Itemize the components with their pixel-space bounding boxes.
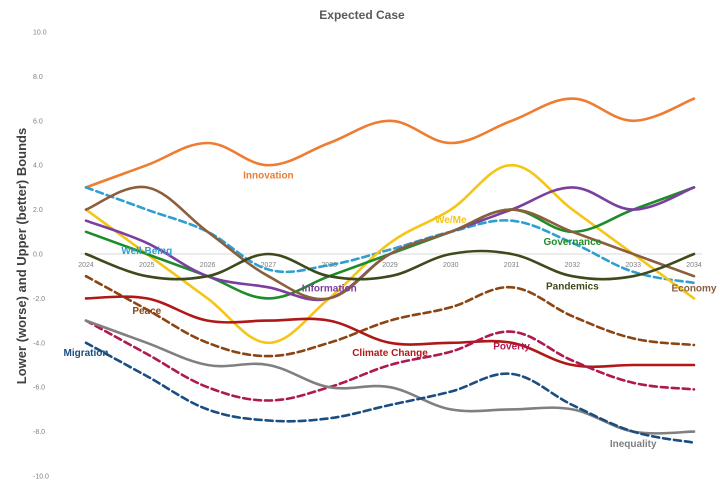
series-line-innovation <box>84 97 696 189</box>
x-tick-label: 2026 <box>200 262 216 269</box>
y-tick-label: 4.0 <box>33 163 43 170</box>
x-tick-label: 2033 <box>625 262 641 269</box>
y-axis-label: Lower (worse) and Upper (better) Bounds <box>14 128 29 384</box>
x-tick-label: 2034 <box>686 262 702 269</box>
x-tick-label: 2025 <box>139 262 155 269</box>
series-line-inequality <box>84 319 696 435</box>
chart-title: Expected Case <box>319 8 405 22</box>
series-label-climate-change: Climate Change <box>352 348 428 359</box>
y-tick-label: -4.0 <box>33 340 45 347</box>
series-label-well-being: Well Being <box>121 246 172 257</box>
x-tick-label: 2032 <box>565 262 581 269</box>
series-line-pandemics <box>84 249 696 281</box>
x-tick-label: 2031 <box>504 262 520 269</box>
series-line-peace <box>84 274 696 358</box>
y-tick-label: 0.0 <box>33 252 43 259</box>
y-tick-label: -6.0 <box>33 385 45 392</box>
series-label-we-me: We/Me <box>435 215 467 226</box>
series-label-inequality: Inequality <box>610 439 657 450</box>
y-tick-label: 8.0 <box>33 74 43 81</box>
series-label-innovation: Innovation <box>243 171 294 182</box>
y-tick-label: 10.0 <box>33 30 47 37</box>
series-label-economy: Economy <box>671 284 716 295</box>
series-label-peace: Peace <box>132 306 161 317</box>
y-tick-label: 2.0 <box>33 207 43 214</box>
series-line-migration <box>84 341 696 444</box>
x-tick-label: 2024 <box>78 262 94 269</box>
x-tick-label: 2030 <box>443 262 459 269</box>
x-tick-label: 2029 <box>382 262 398 269</box>
series-label-poverty: Poverty <box>493 341 530 352</box>
y-axis-ticks: 10.0 8.0 6.0 4.0 2.0 0.0 -2.0 -4.0 -6.0 -8.0 -10.0 <box>33 30 49 481</box>
x-tick-label: 2027 <box>261 262 277 269</box>
series-line-well-being <box>84 186 696 285</box>
y-tick-label: -2.0 <box>33 296 45 303</box>
y-tick-label: -8.0 <box>33 429 45 436</box>
series-label-governance: Governance <box>543 237 601 248</box>
series-label-pandemics: Pandemics <box>546 282 599 293</box>
y-tick-label: 6.0 <box>33 118 43 125</box>
series-labels: Innovation Well Being We/Me Governance Infor… <box>64 171 717 451</box>
series-label-information: Information <box>302 284 357 295</box>
series-line-we-me <box>84 163 696 345</box>
series-line-economy <box>84 185 696 301</box>
y-tick-label: -10.0 <box>33 474 49 481</box>
series-label-migration: Migration <box>64 348 109 359</box>
series-lines <box>84 97 696 444</box>
series-line-poverty <box>84 319 696 402</box>
